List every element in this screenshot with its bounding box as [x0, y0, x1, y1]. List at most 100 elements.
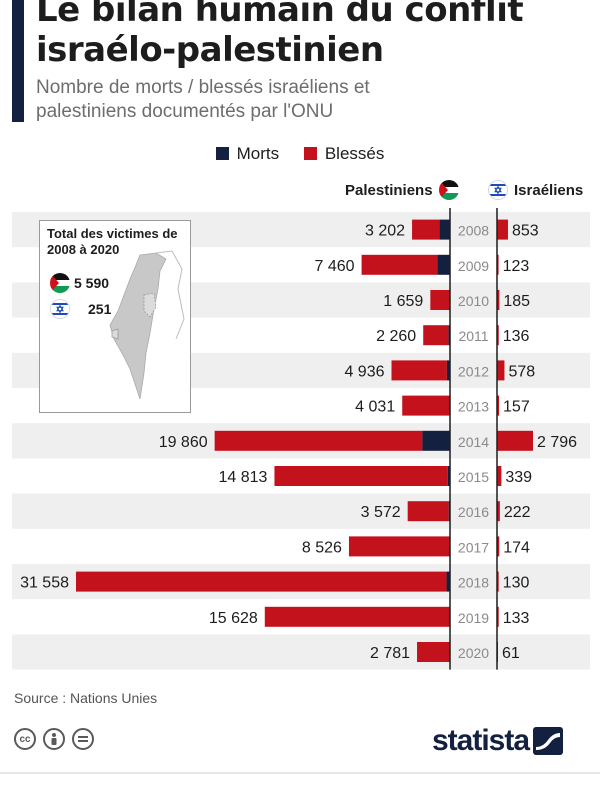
bar-palestinians-injured [430, 290, 450, 310]
year-label: 2008 [458, 223, 489, 239]
label-israelis: 136 [503, 328, 530, 345]
inset-israel-flag-icon [50, 299, 70, 319]
bar-palestinians-deaths [437, 254, 450, 275]
bar-israelis-injured [497, 325, 499, 346]
statista-logo[interactable]: statista [432, 724, 564, 758]
legend-deaths-label: Morts [236, 143, 280, 163]
bar-israelis-injured [497, 395, 500, 416]
bar-palestinians-deaths [446, 571, 450, 592]
bar-palestinians-injured [274, 466, 448, 486]
palestinians-label: Palestiniens [345, 181, 433, 199]
label-palestinians: 2 260 [376, 328, 416, 345]
label-palestinians: 4 031 [355, 399, 395, 416]
inset-palestinian-total: 5 590 [74, 275, 110, 291]
year-label: 2009 [458, 258, 489, 274]
bar-israelis-injured [497, 430, 533, 451]
label-israelis: 123 [503, 258, 530, 275]
label-israelis: 339 [505, 469, 532, 486]
bar-palestinians-injured [412, 219, 440, 240]
bar-palestinians-injured [417, 642, 450, 662]
bar-israelis-injured [497, 536, 500, 557]
legend: Morts Blessés [0, 143, 600, 164]
bar-palestinians-injured [214, 430, 423, 451]
year-label: 2016 [458, 504, 489, 520]
label-palestinians: 19 860 [159, 434, 208, 451]
chart-title: Le bilan humain du conflit israélo-pales… [36, 0, 524, 70]
label-israelis: 133 [503, 610, 530, 627]
deaths-swatch [215, 146, 229, 160]
palestinians-header: Palestiniens [345, 180, 459, 200]
israel-palestine-map-icon [109, 250, 185, 400]
label-palestinians: 14 813 [219, 469, 268, 486]
year-label: 2011 [458, 328, 488, 344]
bar-palestinians-injured [402, 395, 450, 416]
inset-palestine-flag-icon [50, 273, 70, 293]
cc-icon[interactable]: cc [14, 728, 36, 750]
label-israelis: 157 [503, 399, 530, 416]
bar-palestinians-injured [407, 501, 449, 522]
label-palestinians: 31 558 [20, 575, 69, 592]
brand-name: statista [432, 724, 530, 757]
bar-palestinians-injured [348, 536, 450, 557]
attribution-icon[interactable] [43, 728, 65, 750]
injured-swatch [303, 146, 317, 160]
year-label: 2019 [458, 610, 489, 626]
totals-inset: Total des victimes de 2008 à 2020 5 590 … [39, 220, 191, 413]
bar-israelis-injured [497, 219, 508, 240]
year-label: 2010 [458, 293, 489, 309]
year-label: 2012 [458, 363, 489, 379]
year-label: 2018 [458, 575, 489, 591]
label-israelis: 185 [503, 293, 530, 310]
accent-bar [12, 0, 24, 122]
bar-israelis-injured [497, 360, 505, 381]
bar-israelis-injured [497, 466, 502, 486]
year-label: 2017 [458, 539, 489, 555]
bar-israelis-injured [497, 606, 499, 627]
legend-deaths: Morts [215, 143, 280, 164]
year-label: 2015 [458, 469, 489, 485]
bar-palestinians-injured [76, 571, 447, 592]
label-palestinians: 2 781 [370, 645, 410, 662]
inset-title: Total des victimes de 2008 à 2020 [47, 226, 178, 257]
bar-palestinians-deaths [422, 430, 450, 451]
year-label: 2020 [458, 645, 489, 661]
bar-israelis-injured [497, 501, 500, 522]
bar-israelis-injured [497, 254, 499, 275]
label-israelis: 130 [503, 575, 530, 592]
chart-area: 3 202 2008 853 7 460 2009 123 1 659 2010 185 2 26… [12, 208, 590, 670]
row-band [12, 493, 590, 529]
legend-injured: Blessés [303, 144, 384, 164]
source-note: Source : Nations Unies [14, 690, 158, 706]
bar-palestinians-injured [423, 325, 449, 346]
license-icons: cc [14, 728, 94, 750]
bar-palestinians-injured [391, 360, 447, 381]
row-band [12, 634, 590, 670]
label-israelis: 2 796 [537, 434, 577, 451]
inset-israeli-total: 251 [88, 301, 112, 317]
label-israelis: 222 [504, 504, 531, 521]
label-israelis: 578 [508, 363, 535, 380]
label-israelis: 61 [502, 645, 520, 662]
year-label: 2014 [458, 434, 489, 450]
chart-subtitle: Nombre de morts / blessés israéliens et … [36, 77, 370, 122]
label-palestinians: 15 628 [209, 610, 258, 627]
label-palestinians: 8 526 [302, 539, 342, 556]
palestine-flag-icon [438, 180, 459, 200]
label-palestinians: 4 936 [344, 363, 384, 380]
bar-palestinians-deaths [446, 360, 450, 381]
bar-palestinians-injured [361, 254, 438, 275]
bar-israelis-injured [497, 571, 499, 592]
bar-palestinians-injured [264, 606, 450, 627]
label-palestinians: 3 572 [361, 504, 401, 521]
bottom-rule [0, 772, 600, 774]
year-label: 2013 [458, 399, 489, 415]
israelis-header: Israéliens [488, 180, 583, 200]
israelis-label: Israéliens [514, 181, 584, 199]
bar-israelis-injured [497, 290, 500, 310]
label-palestinians: 1 659 [383, 293, 423, 310]
label-israelis: 853 [512, 223, 539, 240]
no-derivatives-icon[interactable] [72, 728, 94, 750]
label-palestinians: 3 202 [365, 223, 405, 240]
statista-mark-icon [533, 727, 564, 755]
label-israelis: 174 [503, 539, 530, 556]
